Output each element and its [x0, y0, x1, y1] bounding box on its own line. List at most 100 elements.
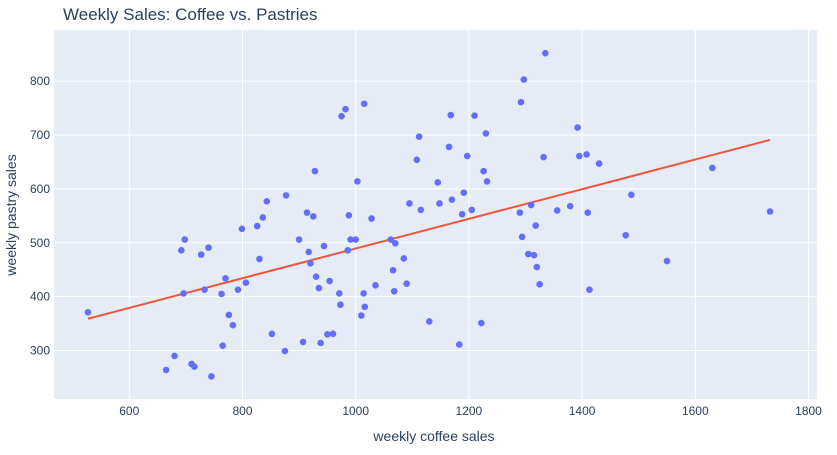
data-point — [628, 191, 635, 199]
data-point — [360, 290, 367, 297]
data-point — [415, 133, 423, 140]
data-point — [583, 151, 590, 158]
data-point — [389, 266, 397, 274]
data-point — [584, 209, 592, 216]
data-point — [354, 178, 361, 185]
data-point — [542, 49, 549, 57]
y-tick-labels: 300 400 500 600 700 800 — [30, 74, 50, 357]
data-point — [436, 200, 443, 207]
data-point — [178, 247, 185, 254]
data-point — [390, 287, 398, 295]
data-point — [458, 210, 466, 218]
points-layer — [84, 49, 774, 380]
data-point — [518, 233, 526, 241]
data-point — [218, 290, 225, 298]
y-tick-label: 500 — [30, 236, 50, 250]
data-point — [253, 222, 261, 230]
data-point — [329, 330, 337, 338]
data-point — [368, 215, 375, 222]
data-point — [191, 363, 198, 370]
data-point — [483, 178, 491, 185]
data-point — [305, 248, 313, 256]
x-tick-label: 1600 — [682, 404, 709, 418]
x-tick-labels: 600 800 1000 1200 1400 1600 1800 — [119, 404, 822, 418]
data-point — [417, 206, 425, 214]
data-point — [234, 286, 242, 293]
data-point — [530, 251, 538, 259]
data-point — [532, 222, 539, 229]
data-point — [527, 201, 535, 209]
data-point — [205, 244, 212, 251]
data-point — [197, 251, 205, 258]
data-point — [180, 290, 187, 297]
y-axis-label: weekly pastry sales — [3, 154, 19, 276]
data-point — [574, 124, 581, 131]
data-point — [315, 284, 323, 292]
data-point — [425, 318, 433, 325]
data-point — [162, 366, 170, 374]
data-point — [663, 257, 671, 265]
data-point — [372, 282, 379, 289]
data-point — [517, 98, 525, 106]
data-point — [263, 198, 271, 205]
data-point — [259, 214, 267, 221]
y-tick-label: 300 — [30, 344, 50, 358]
data-point — [766, 208, 774, 215]
data-point — [222, 275, 229, 282]
data-point — [337, 301, 344, 309]
data-point — [344, 247, 352, 254]
data-point — [403, 280, 410, 288]
grid-layer — [54, 30, 817, 399]
data-point — [309, 213, 317, 220]
data-point — [553, 207, 561, 214]
data-point — [525, 250, 532, 258]
chart-title: Weekly Sales: Coffee vs. Pastries — [63, 5, 317, 24]
data-point — [520, 76, 528, 83]
data-point — [320, 242, 328, 250]
data-point — [303, 209, 311, 216]
data-point — [219, 342, 226, 349]
data-point — [238, 225, 246, 233]
data-point — [360, 100, 368, 108]
data-point — [311, 167, 319, 175]
data-point — [566, 202, 574, 210]
data-point — [445, 143, 453, 151]
data-point — [406, 200, 413, 207]
data-point — [595, 160, 603, 167]
data-point — [256, 255, 263, 263]
data-point — [434, 179, 442, 186]
data-point — [295, 236, 303, 243]
data-point — [345, 212, 353, 219]
data-point — [468, 206, 476, 214]
data-point — [455, 341, 463, 348]
data-point — [324, 331, 331, 338]
data-point — [536, 280, 543, 288]
data-point — [281, 347, 289, 355]
data-point — [622, 231, 629, 239]
data-point — [317, 339, 324, 347]
data-point — [478, 319, 485, 327]
y-tick-label: 600 — [30, 182, 50, 196]
data-point — [586, 286, 593, 293]
x-axis-label: weekly coffee sales — [372, 428, 494, 444]
data-point — [708, 164, 716, 172]
data-point — [242, 279, 250, 286]
data-point — [282, 192, 290, 199]
plot-background — [54, 30, 817, 399]
data-point — [307, 259, 314, 267]
y-tick-label: 700 — [30, 128, 50, 142]
x-tick-label: 1200 — [456, 404, 483, 418]
x-tick-label: 1000 — [342, 404, 369, 418]
data-point — [575, 152, 583, 160]
x-tick-label: 800 — [232, 404, 252, 418]
data-point — [326, 277, 333, 285]
data-point — [533, 263, 541, 271]
data-point — [463, 152, 471, 160]
data-point — [225, 311, 233, 319]
data-point — [312, 273, 320, 281]
x-tick-label: 1400 — [569, 404, 596, 418]
data-point — [268, 330, 276, 338]
x-tick-label: 1800 — [795, 404, 822, 418]
